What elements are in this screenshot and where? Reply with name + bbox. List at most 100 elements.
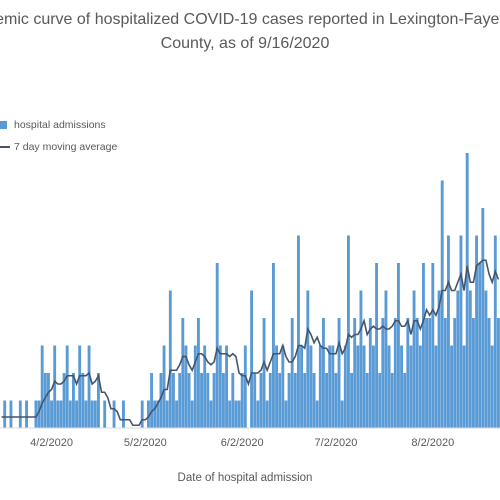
bar xyxy=(90,400,94,428)
bar xyxy=(93,400,97,428)
bar xyxy=(56,400,60,428)
bar xyxy=(37,400,41,428)
bar xyxy=(112,400,116,428)
bar xyxy=(231,373,235,428)
bar xyxy=(390,373,394,428)
bar xyxy=(387,345,391,428)
bar xyxy=(187,373,191,428)
bar xyxy=(212,373,216,428)
bar xyxy=(400,345,403,428)
bar xyxy=(359,290,363,428)
bar xyxy=(140,400,144,428)
bar xyxy=(347,235,350,428)
bar xyxy=(443,318,447,428)
bar xyxy=(18,400,22,428)
legend-label: 7 day moving average xyxy=(14,141,117,153)
bar xyxy=(431,263,435,428)
bar xyxy=(50,400,53,428)
bar xyxy=(65,345,69,428)
bar xyxy=(250,290,253,428)
bar xyxy=(168,290,172,428)
bar xyxy=(484,290,488,428)
bar xyxy=(209,400,213,428)
bar xyxy=(384,290,388,428)
bar xyxy=(215,263,219,428)
bar xyxy=(62,373,66,428)
legend-label: hospital admissions xyxy=(14,119,106,131)
bar xyxy=(290,318,294,428)
x-tick-label: 7/2/2020 xyxy=(315,437,358,449)
bar xyxy=(297,235,300,428)
bar xyxy=(343,345,347,428)
bar xyxy=(309,345,313,428)
bar xyxy=(356,345,360,428)
bar xyxy=(393,318,397,428)
bar xyxy=(350,373,353,428)
bar xyxy=(78,345,82,428)
bar xyxy=(256,400,260,428)
bar xyxy=(203,345,207,428)
bar xyxy=(197,318,200,428)
bar xyxy=(243,345,247,428)
bar xyxy=(181,318,185,428)
bar xyxy=(300,345,303,428)
bar xyxy=(103,400,107,428)
bar xyxy=(422,263,425,428)
bar xyxy=(162,345,166,428)
bar xyxy=(122,400,125,428)
bar xyxy=(40,345,44,428)
chart-title: demic curve of hospitalized COVID-19 cas… xyxy=(0,11,500,28)
bar xyxy=(156,400,160,428)
bar xyxy=(287,373,291,428)
bar xyxy=(184,345,188,428)
bar xyxy=(9,400,13,428)
bar xyxy=(325,373,328,428)
bar xyxy=(25,400,28,428)
bar xyxy=(415,318,419,428)
bar xyxy=(97,373,100,428)
x-tick-label: 6/2/2020 xyxy=(221,437,264,449)
bar xyxy=(150,373,153,428)
chart-title: County, as of 9/16/2020 xyxy=(161,35,330,52)
legend-swatch xyxy=(0,121,7,129)
bar xyxy=(418,345,422,428)
bar xyxy=(493,235,497,428)
bar xyxy=(172,373,175,428)
bar xyxy=(284,400,288,428)
bar xyxy=(397,263,400,428)
bar xyxy=(497,318,500,428)
bar xyxy=(462,345,466,428)
x-tick-label: 5/2/2020 xyxy=(124,437,167,449)
bar xyxy=(206,373,210,428)
bar xyxy=(353,318,357,428)
bar xyxy=(315,400,319,428)
bar xyxy=(165,400,169,428)
bar xyxy=(403,373,407,428)
bar xyxy=(322,318,325,428)
bar xyxy=(440,180,444,428)
bar xyxy=(281,345,285,428)
bar xyxy=(478,263,482,428)
bar xyxy=(218,345,222,428)
bar xyxy=(456,290,460,428)
bar xyxy=(447,235,450,428)
bar xyxy=(87,345,91,428)
bar xyxy=(293,373,297,428)
bar xyxy=(450,345,453,428)
bar xyxy=(378,373,382,428)
bar xyxy=(237,400,241,428)
bar xyxy=(362,345,366,428)
bar xyxy=(34,400,38,428)
bar xyxy=(175,400,178,428)
bar xyxy=(303,373,307,428)
bar xyxy=(328,345,332,428)
bar xyxy=(262,318,266,428)
bar xyxy=(465,153,469,428)
bar xyxy=(409,345,413,428)
bar xyxy=(3,400,7,428)
moving-average-line xyxy=(1,259,500,427)
bar xyxy=(412,290,416,428)
bar xyxy=(306,290,310,428)
bar xyxy=(334,373,338,428)
